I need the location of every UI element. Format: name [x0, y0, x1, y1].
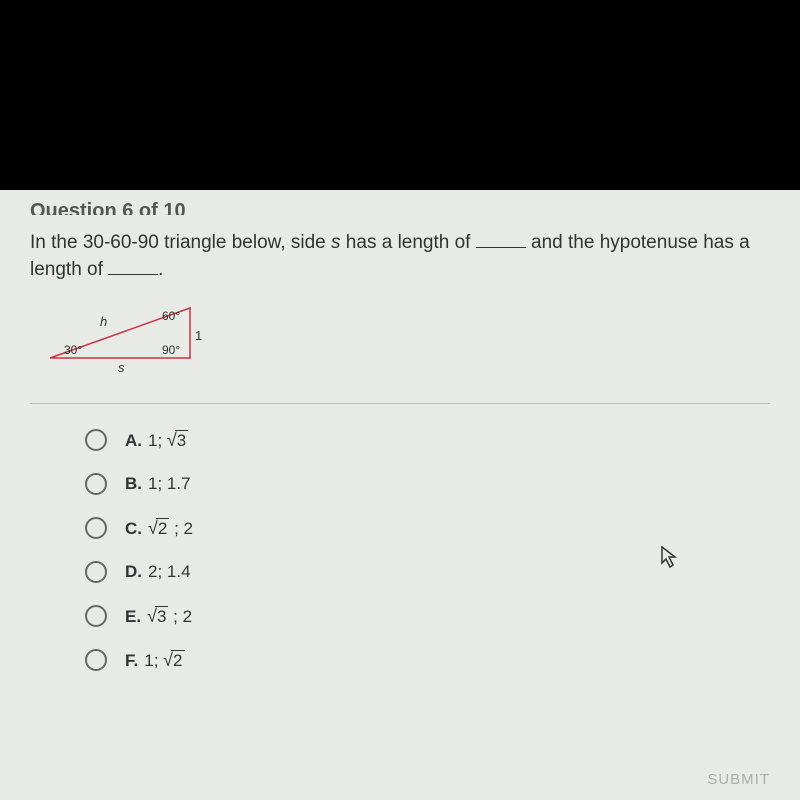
svg-text:90°: 90° — [162, 343, 180, 357]
triangle-svg: h 60° 1 30° 90° s — [40, 298, 220, 378]
blank-1 — [476, 247, 526, 248]
option-d-label: D.2; 1.4 — [125, 562, 191, 582]
option-f[interactable]: F.1; √2 — [85, 649, 770, 671]
svg-text:s: s — [118, 360, 125, 375]
radio-d[interactable] — [85, 561, 107, 583]
svg-text:30°: 30° — [64, 343, 82, 357]
cursor-icon — [660, 545, 680, 575]
q-italic: s — [331, 232, 341, 253]
option-a[interactable]: A.1; √3 — [85, 429, 770, 451]
triangle-diagram: h 60° 1 30° 90° s — [40, 298, 220, 378]
radio-a[interactable] — [85, 429, 107, 451]
option-b-label: B.1; 1.7 — [125, 474, 191, 494]
radio-f[interactable] — [85, 649, 107, 671]
blank-2 — [108, 274, 158, 275]
option-c-label: C.√2 ; 2 — [125, 518, 193, 539]
question-text: In the 30-60-90 triangle below, side s h… — [30, 230, 770, 283]
option-f-label: F.1; √2 — [125, 650, 185, 671]
option-e-label: E.√3 ; 2 — [125, 606, 192, 627]
svg-text:h: h — [100, 314, 107, 329]
radio-b[interactable] — [85, 473, 107, 495]
q-part1: In the 30-60-90 triangle below, side — [30, 232, 331, 253]
options-list: A.1; √3 B.1; 1.7 C.√2 ; 2 D.2; 1.4 E.√3 … — [30, 429, 770, 671]
svg-text:1: 1 — [195, 328, 202, 343]
radio-e[interactable] — [85, 605, 107, 627]
q-end: . — [158, 259, 163, 280]
radio-c[interactable] — [85, 517, 107, 539]
option-b[interactable]: B.1; 1.7 — [85, 473, 770, 495]
divider — [30, 403, 770, 404]
question-header: Question 6 of 10 — [30, 200, 770, 215]
option-e[interactable]: E.√3 ; 2 — [85, 605, 770, 627]
svg-text:60°: 60° — [162, 309, 180, 323]
submit-button[interactable]: SUBMIT — [707, 771, 770, 788]
option-c[interactable]: C.√2 ; 2 — [85, 517, 770, 539]
option-a-label: A.1; √3 — [125, 430, 188, 451]
content-area: Question 6 of 10 In the 30-60-90 triangl… — [0, 190, 800, 800]
q-part2: has a length of — [341, 232, 476, 253]
